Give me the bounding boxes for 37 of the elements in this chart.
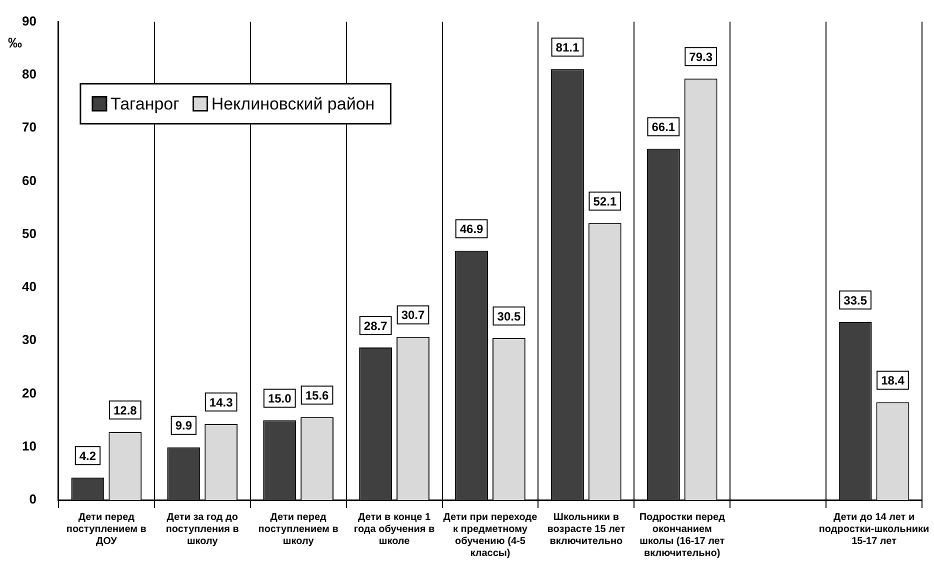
y-tick-label: 0 xyxy=(29,492,36,507)
text: 66.1 xyxy=(652,120,676,134)
text: 79.3 xyxy=(689,50,713,64)
text: 30.7 xyxy=(401,308,425,322)
legend-label: Неклиновский район xyxy=(211,94,375,114)
text: 46.9 xyxy=(460,222,484,236)
text: 15.0 xyxy=(268,392,292,406)
y-tick-label: 80 xyxy=(22,66,36,82)
x-tick-label: Школьники в возрасте 15 лет включительно xyxy=(547,512,626,547)
text: 14.3 xyxy=(209,395,233,410)
text: 81.1 xyxy=(556,40,580,54)
legend-label: Таганрог xyxy=(110,94,180,114)
text: 30.5 xyxy=(497,309,521,324)
y-tick-label: 40 xyxy=(22,279,36,294)
text: 9.9 xyxy=(175,418,192,433)
text: 33.5 xyxy=(844,293,867,308)
y-tick-label: 50 xyxy=(22,226,36,241)
text: 15.6 xyxy=(305,388,329,402)
y-axis-title: ‰ xyxy=(8,34,22,51)
y-tick-label: 90 xyxy=(22,13,36,28)
x-tick-label: Дети в конце 1 года обучения в школе xyxy=(354,512,435,547)
text: 52.1 xyxy=(593,194,617,208)
x-tick-label: Дети перед поступлением в школу xyxy=(258,512,338,547)
text: 18.4 xyxy=(881,374,904,388)
y-tick-label: 70 xyxy=(22,120,36,135)
y-tick-label: 20 xyxy=(22,385,36,400)
text: 4.2 xyxy=(79,448,96,463)
x-tick-label: Дети за год до поступления в школу xyxy=(166,512,239,547)
x-tick-label: Дети при переходе к предметному обучению (4-5 классы) xyxy=(443,512,538,559)
y-tick-label: 10 xyxy=(22,438,36,454)
x-tick-label: Дети до 14 лет и подростки-школьники 15-17 лет xyxy=(818,512,930,547)
text: 28.7 xyxy=(364,318,388,333)
x-tick-label: Подростки перед окончанием школы (16-17 лет включительно) xyxy=(639,512,726,559)
y-tick-label: 30 xyxy=(22,332,36,348)
x-tick-label: Дети перед поступлением в ДОУ xyxy=(66,512,146,547)
y-tick-label: 60 xyxy=(22,172,36,188)
text: 12.8 xyxy=(113,403,137,418)
